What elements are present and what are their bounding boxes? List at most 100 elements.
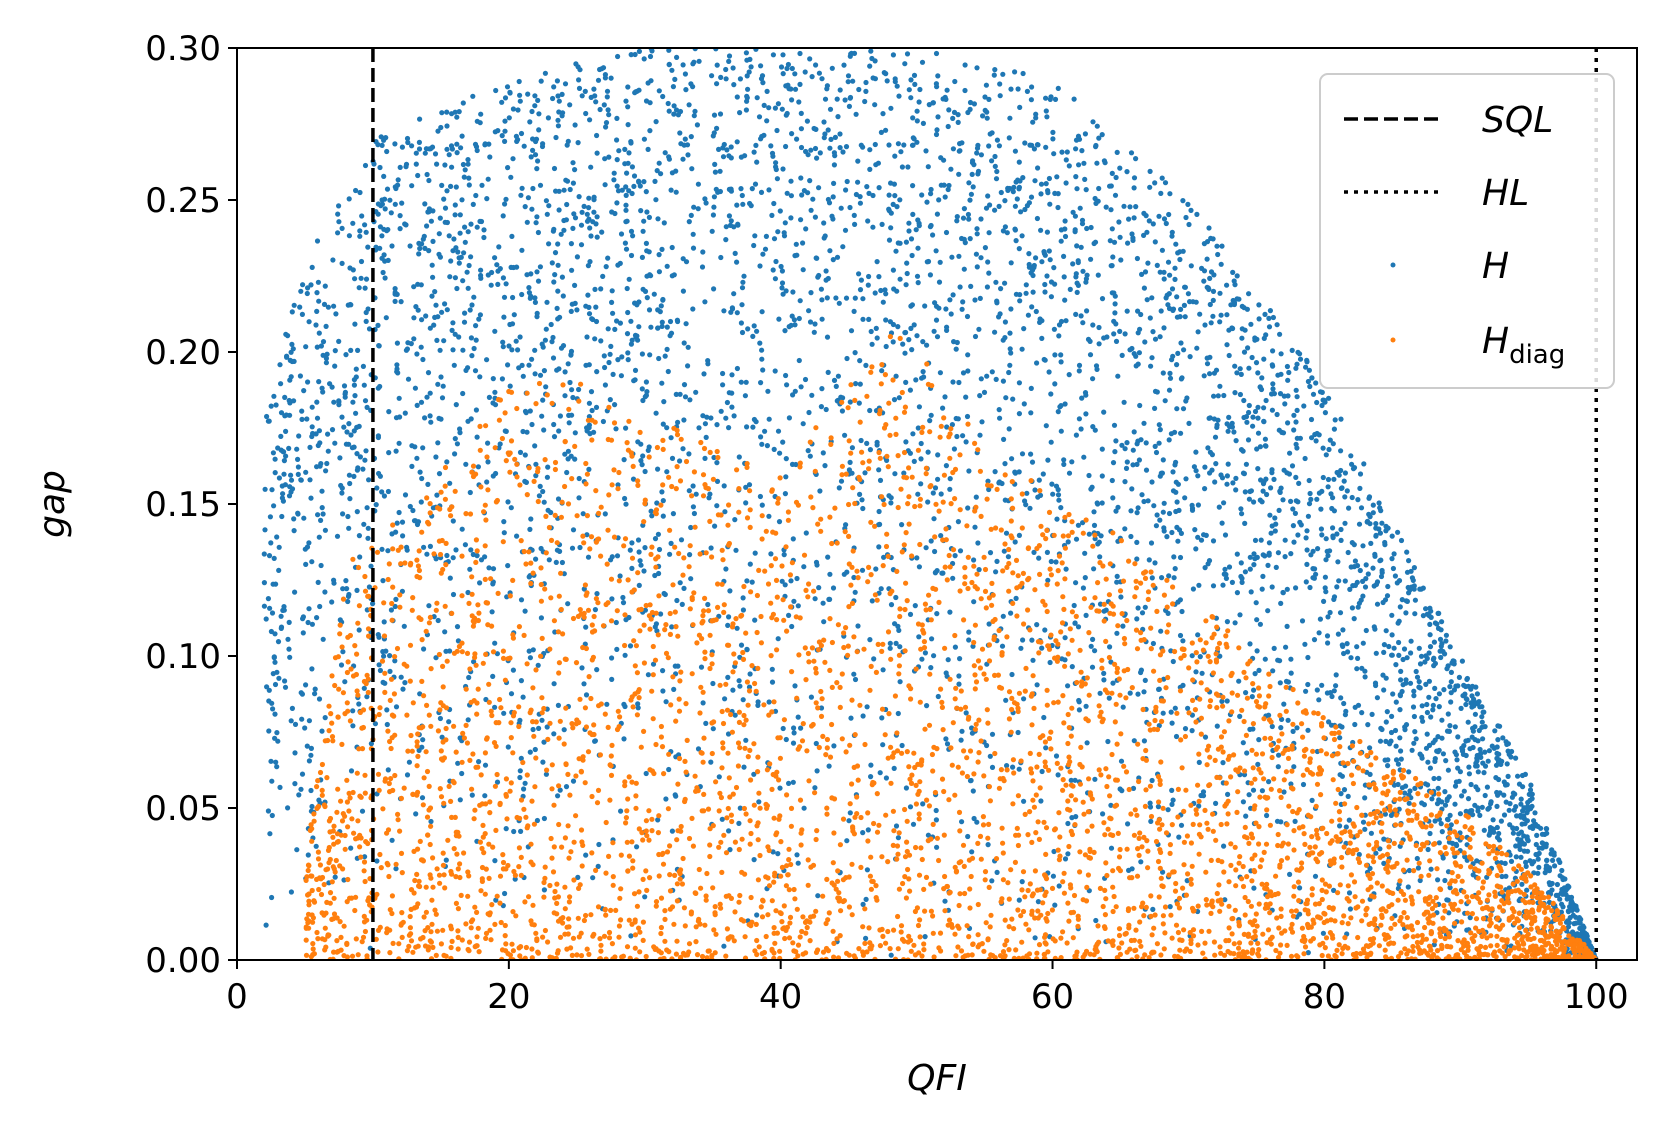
scatter-point bbox=[834, 254, 841, 260]
scatter-point bbox=[576, 85, 583, 91]
scatter-point bbox=[681, 585, 687, 592]
scatter-point bbox=[737, 110, 743, 116]
scatter-point bbox=[381, 173, 387, 179]
scatter-point bbox=[1272, 515, 1278, 521]
scatter-point bbox=[994, 137, 1001, 143]
scatter-point bbox=[724, 399, 731, 406]
scatter-point bbox=[825, 275, 831, 282]
scatter-point bbox=[766, 416, 772, 422]
scatter-point bbox=[1115, 373, 1121, 379]
scatter-point bbox=[710, 726, 716, 732]
scatter-point bbox=[1141, 420, 1147, 426]
scatter-point bbox=[1240, 470, 1247, 476]
scatter-point bbox=[537, 264, 544, 270]
scatter-point bbox=[823, 268, 829, 274]
scatter-point bbox=[1062, 218, 1068, 224]
scatter-point bbox=[1415, 865, 1421, 871]
scatter-point bbox=[606, 112, 612, 118]
scatter-point bbox=[1077, 205, 1083, 211]
scatter-point bbox=[320, 389, 326, 395]
scatter-point bbox=[444, 123, 450, 129]
scatter-point bbox=[1246, 402, 1252, 409]
scatter-point bbox=[714, 503, 720, 509]
scatter-point bbox=[971, 815, 977, 822]
scatter-point bbox=[1031, 549, 1037, 556]
scatter-point bbox=[550, 95, 556, 102]
scatter-point bbox=[752, 617, 758, 623]
scatter-point bbox=[917, 86, 923, 93]
scatter-point bbox=[1083, 392, 1089, 398]
scatter-point bbox=[336, 203, 342, 209]
scatter-point bbox=[1169, 229, 1175, 235]
scatter-point bbox=[894, 288, 900, 294]
scatter-point bbox=[331, 399, 337, 405]
scatter-point bbox=[1298, 522, 1304, 528]
scatter-point bbox=[1100, 811, 1106, 817]
scatter-point bbox=[799, 192, 805, 198]
scatter-point bbox=[776, 519, 783, 525]
scatter-point bbox=[896, 395, 902, 401]
scatter-point bbox=[914, 108, 920, 114]
scatter-point bbox=[1276, 427, 1282, 433]
scatter-point bbox=[915, 280, 921, 286]
scatter-point bbox=[317, 603, 323, 610]
scatter-point bbox=[1270, 668, 1276, 674]
scatter-point bbox=[1478, 750, 1484, 757]
scatter-point bbox=[874, 439, 880, 445]
scatter-point bbox=[876, 508, 882, 515]
scatter-point bbox=[476, 759, 482, 765]
scatter-point bbox=[736, 454, 742, 460]
scatter-point bbox=[1016, 897, 1022, 903]
scatter-point bbox=[1419, 800, 1425, 806]
scatter-point bbox=[1118, 758, 1125, 764]
scatter-point bbox=[992, 153, 998, 160]
scatter-point bbox=[598, 338, 604, 344]
scatter-point bbox=[1183, 398, 1189, 404]
scatter-point bbox=[303, 682, 309, 688]
scatter-point bbox=[392, 141, 398, 147]
scatter-point bbox=[539, 341, 545, 347]
scatter-point bbox=[1094, 123, 1100, 129]
scatter-point bbox=[1078, 313, 1084, 319]
scatter-point bbox=[1441, 687, 1447, 693]
scatter-point bbox=[903, 239, 910, 245]
scatter-point bbox=[381, 226, 387, 232]
scatter-point bbox=[410, 507, 416, 514]
scatter-point bbox=[1037, 492, 1044, 498]
scatter-point bbox=[309, 803, 315, 810]
scatter-point bbox=[1474, 691, 1480, 697]
scatter-point bbox=[446, 233, 452, 239]
scatter-point bbox=[432, 151, 439, 157]
scatter-point bbox=[920, 369, 926, 375]
scatter-point bbox=[973, 494, 979, 500]
scatter-point bbox=[566, 412, 572, 418]
scatter-point bbox=[640, 397, 646, 404]
scatter-point bbox=[1159, 175, 1165, 181]
scatter-point bbox=[916, 404, 923, 410]
scatter-point bbox=[313, 843, 319, 849]
scatter-point bbox=[630, 476, 637, 482]
scatter-point bbox=[843, 295, 850, 301]
scatter-point bbox=[989, 369, 995, 375]
scatter-point bbox=[970, 158, 976, 164]
scatter-point bbox=[305, 852, 311, 858]
scatter-point bbox=[1167, 375, 1174, 381]
scatter-point bbox=[1254, 648, 1260, 654]
scatter-point bbox=[671, 272, 677, 278]
scatter-point bbox=[689, 166, 695, 172]
scatter-point bbox=[1224, 619, 1230, 625]
scatter-point bbox=[622, 146, 628, 152]
scatter-point bbox=[312, 691, 318, 697]
scatter-point bbox=[454, 150, 460, 156]
scatter-point bbox=[1367, 745, 1373, 751]
scatter-point bbox=[989, 764, 996, 771]
scatter-point bbox=[1142, 339, 1148, 345]
scatter-point bbox=[1395, 761, 1401, 767]
scatter-point bbox=[918, 440, 924, 447]
scatter-point bbox=[1406, 769, 1412, 775]
scatter-point bbox=[647, 128, 653, 134]
scatter-point bbox=[1403, 677, 1409, 683]
scatter-point bbox=[1427, 621, 1433, 628]
scatter-point bbox=[808, 147, 814, 153]
scatter-point bbox=[644, 248, 650, 254]
